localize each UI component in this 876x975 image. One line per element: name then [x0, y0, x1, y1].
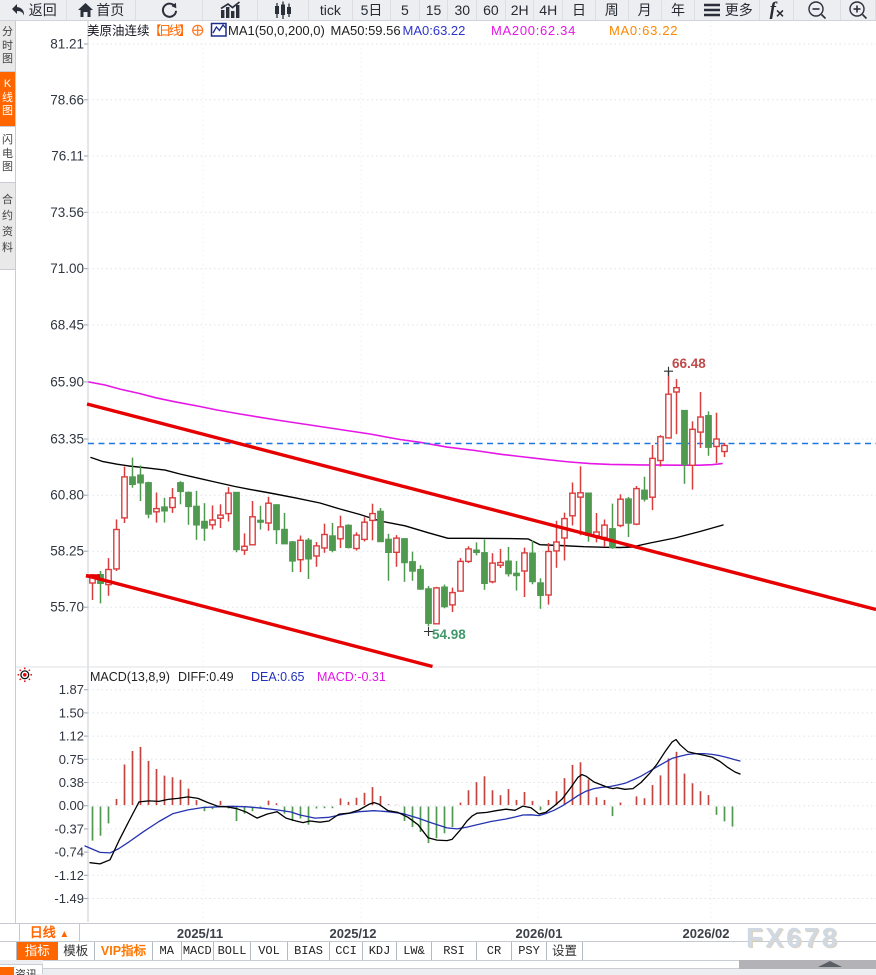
svg-text:-1.49: -1.49 — [54, 891, 84, 906]
svg-text:55.70: 55.70 — [50, 600, 84, 615]
svg-text:76.11: 76.11 — [51, 149, 84, 164]
svg-text:73.56: 73.56 — [50, 205, 84, 220]
svg-text:58.25: 58.25 — [50, 544, 84, 559]
svg-text:1.12: 1.12 — [59, 729, 84, 744]
svg-text:-0.74: -0.74 — [54, 845, 84, 860]
svg-text:0.75: 0.75 — [59, 752, 84, 767]
svg-text:1.50: 1.50 — [59, 705, 84, 720]
svg-text:68.45: 68.45 — [50, 317, 84, 332]
svg-text:54.98: 54.98 — [432, 627, 466, 642]
svg-text:-1.12: -1.12 — [54, 868, 84, 883]
svg-text:1.87: 1.87 — [59, 682, 84, 697]
svg-text:【日线】: 【日线】 — [149, 24, 189, 38]
svg-text:66.48: 66.48 — [672, 356, 706, 371]
svg-text:63.35: 63.35 — [50, 432, 84, 447]
svg-text:0.38: 0.38 — [59, 775, 84, 790]
svg-text:65.90: 65.90 — [50, 374, 84, 389]
svg-text:78.66: 78.66 — [50, 92, 84, 107]
svg-text:-0.37: -0.37 — [54, 821, 84, 836]
svg-text:0.00: 0.00 — [59, 798, 84, 813]
svg-text:60.80: 60.80 — [50, 488, 84, 503]
svg-text:71.00: 71.00 — [50, 261, 84, 276]
svg-text:美原油连续: 美原油连续 — [87, 23, 150, 38]
svg-text:81.21: 81.21 — [50, 37, 84, 52]
